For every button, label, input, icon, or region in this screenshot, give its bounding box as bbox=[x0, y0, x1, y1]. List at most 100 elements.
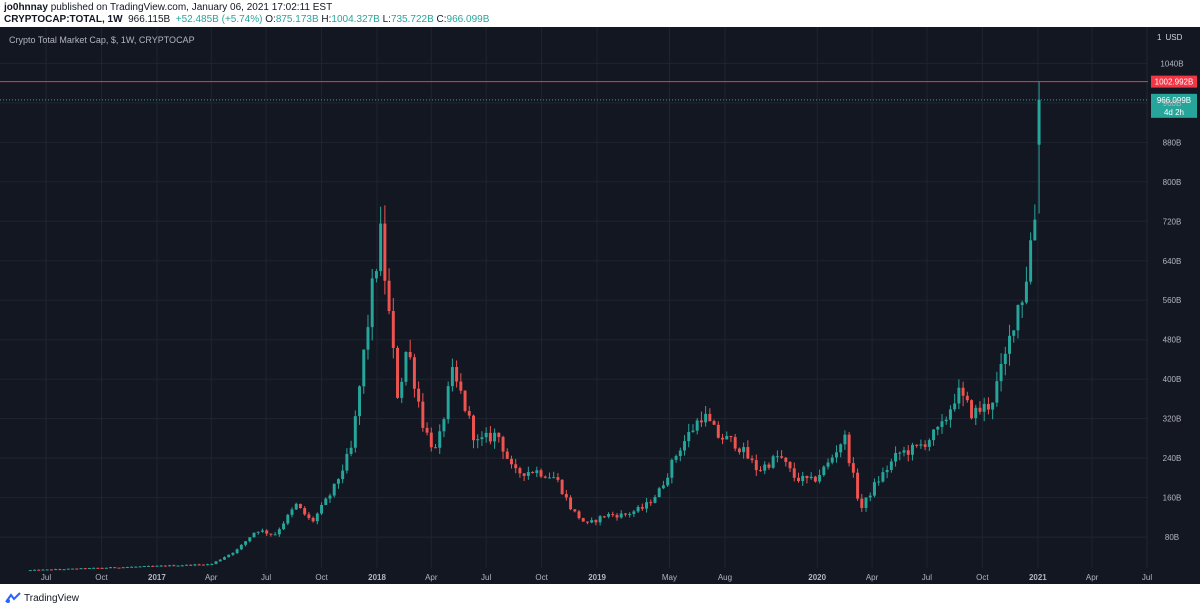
candle-body bbox=[442, 419, 446, 432]
candle bbox=[248, 537, 252, 543]
candle bbox=[239, 544, 243, 551]
footer-brand: TradingView bbox=[24, 593, 80, 604]
candle-body bbox=[501, 436, 505, 452]
scale-indicator[interactable]: 1 USD bbox=[1157, 33, 1186, 42]
candle bbox=[531, 471, 535, 474]
candle-body bbox=[733, 437, 737, 449]
candle-body bbox=[771, 456, 775, 468]
candle bbox=[737, 447, 741, 455]
candle-body bbox=[155, 565, 159, 567]
candle bbox=[750, 455, 754, 464]
candle bbox=[341, 464, 345, 484]
candle-body bbox=[231, 552, 235, 555]
candle bbox=[927, 438, 931, 451]
candle-body bbox=[383, 223, 387, 281]
x-tick-label: Apr bbox=[1086, 573, 1099, 582]
time-axis[interactable]: Jul Oct 2017 Apr Jul Oct 2018 Apr Jul Oct 2019 May A… bbox=[41, 573, 1152, 582]
x-tick-label: 2020 bbox=[808, 573, 826, 582]
candle bbox=[894, 446, 898, 467]
price-chart[interactable]: 1002.992B 966.099B 4d 2h 80B 160B 240B 320B 40… bbox=[0, 27, 1200, 584]
candle-body bbox=[759, 470, 762, 472]
candle-body bbox=[113, 567, 117, 569]
open-label: O: bbox=[265, 14, 276, 25]
x-tick-label: Oct bbox=[315, 573, 328, 582]
candle bbox=[33, 569, 37, 571]
candle-body bbox=[691, 430, 695, 432]
candle-body bbox=[1029, 240, 1033, 282]
candle bbox=[252, 532, 256, 538]
candle-body bbox=[919, 444, 923, 446]
candle-body bbox=[438, 431, 442, 448]
candle bbox=[396, 345, 400, 399]
candle-body bbox=[936, 426, 940, 430]
candle bbox=[581, 517, 585, 522]
candle-body bbox=[607, 514, 611, 517]
x-tick-label: Jul bbox=[1142, 573, 1152, 582]
candle bbox=[28, 569, 32, 572]
price-axis[interactable]: 80B 160B 240B 320B 400B 480B 560B 640B 720B 800B 8… bbox=[1160, 59, 1183, 542]
candle bbox=[290, 507, 294, 518]
candle bbox=[780, 450, 784, 459]
candle bbox=[742, 442, 746, 459]
candle-body bbox=[834, 452, 838, 458]
candle-body bbox=[239, 544, 243, 550]
candle bbox=[96, 567, 100, 569]
candle-body bbox=[661, 485, 665, 489]
candle bbox=[877, 476, 881, 486]
chart-area[interactable]: 1002.992B 966.099B 4d 2h 80B 160B 240B 320B 40… bbox=[0, 27, 1200, 584]
candle bbox=[62, 569, 66, 571]
candle bbox=[1020, 300, 1024, 319]
candle bbox=[434, 443, 437, 449]
candle-body bbox=[851, 463, 855, 473]
candle bbox=[661, 480, 665, 490]
candle bbox=[75, 568, 79, 570]
candle bbox=[370, 269, 374, 341]
candle-body bbox=[957, 387, 961, 404]
candle bbox=[560, 479, 564, 496]
candle-body bbox=[109, 567, 112, 569]
candle-body bbox=[885, 469, 889, 473]
candle bbox=[868, 492, 872, 502]
candle-body bbox=[349, 447, 353, 454]
x-tick-label: Apr bbox=[866, 573, 879, 582]
candle bbox=[121, 567, 125, 569]
candle bbox=[286, 513, 290, 526]
candle-body bbox=[66, 568, 70, 570]
candle-body bbox=[780, 456, 784, 458]
candle-body bbox=[218, 559, 222, 562]
candle-body bbox=[455, 367, 459, 382]
close-label: C: bbox=[436, 14, 447, 25]
candle bbox=[623, 512, 627, 517]
author-name[interactable]: jo0hnnay bbox=[4, 2, 48, 13]
candle bbox=[687, 423, 691, 448]
candle bbox=[923, 440, 927, 451]
symbol-label: CRYPTOCAP:TOTAL, 1W bbox=[4, 14, 123, 25]
candle bbox=[92, 567, 96, 569]
candle bbox=[666, 473, 670, 488]
horizontal-line-label-bg bbox=[1151, 75, 1197, 88]
candle bbox=[231, 552, 235, 557]
candle bbox=[134, 566, 138, 568]
candle-body bbox=[961, 387, 965, 396]
candle bbox=[708, 408, 712, 422]
candle-body bbox=[45, 569, 49, 571]
candle bbox=[201, 564, 205, 566]
candle-body bbox=[142, 566, 146, 568]
candle bbox=[898, 451, 902, 461]
candle-body bbox=[970, 400, 974, 419]
publish-header: jo0hnnay published on TradingView.com, J… bbox=[0, 0, 1200, 27]
candle-body bbox=[446, 386, 450, 420]
last-value: 966.115B bbox=[128, 14, 171, 25]
candle bbox=[830, 454, 834, 465]
candle-body bbox=[450, 367, 454, 387]
candle-body bbox=[619, 513, 623, 518]
candle bbox=[986, 397, 990, 415]
candle bbox=[497, 432, 501, 443]
candle bbox=[754, 454, 758, 476]
candle bbox=[784, 456, 788, 467]
candle-body bbox=[531, 472, 535, 474]
candle bbox=[307, 512, 311, 520]
candle-body bbox=[868, 495, 872, 498]
candle-body bbox=[856, 472, 860, 499]
footer: TradingView bbox=[0, 584, 1200, 611]
